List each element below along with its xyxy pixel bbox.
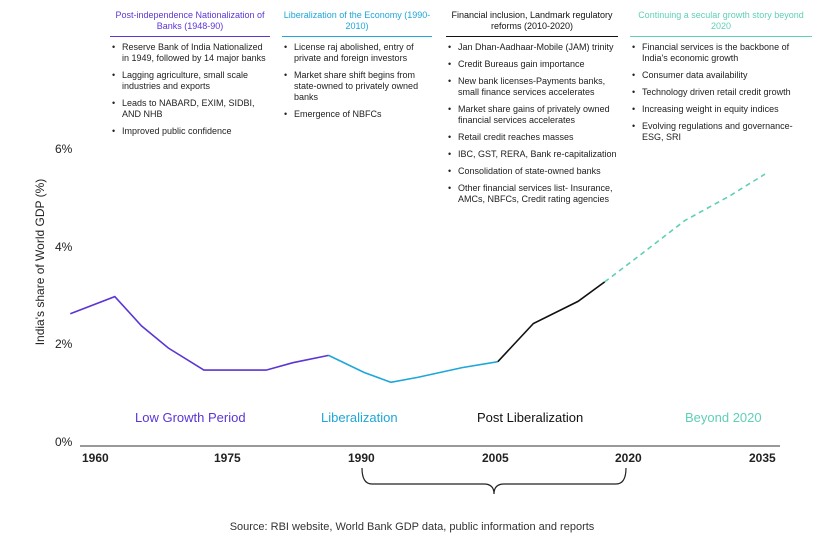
x-tick-label: 2035 xyxy=(749,451,776,465)
list-item: Consumer data availability xyxy=(632,70,812,81)
list-item: Financial services is the backbone of In… xyxy=(632,42,812,64)
list-item: Other financial services list- Insurance… xyxy=(448,183,618,205)
list-item: Market share gains of privately owned fi… xyxy=(448,104,618,126)
x-tick-label: 1975 xyxy=(214,451,241,465)
x-tick-label: 2005 xyxy=(482,451,509,465)
list-item: Credit Bureaus gain importance xyxy=(448,59,618,70)
list-item: Leads to NABARD, EXIM, SIDBI, AND NHB xyxy=(112,98,270,120)
list-item: Technology driven retail credit growth xyxy=(632,87,812,98)
list-item: Improved public confidence xyxy=(112,126,270,137)
list-item: Lagging agriculture, small scale industr… xyxy=(112,70,270,92)
phase-title: Continuing a secular growth story beyond… xyxy=(638,10,804,31)
y-tick-label: 6% xyxy=(55,142,73,156)
period-label-liberalization: Liberalization xyxy=(321,410,398,425)
phase-divider xyxy=(630,36,812,37)
series-group xyxy=(70,173,766,384)
phase-column-1: Post-independence Nationalization of Ban… xyxy=(110,10,270,143)
phase-title: Financial inclusion, Landmark regulatory… xyxy=(451,10,613,31)
series-line-4 xyxy=(604,173,766,283)
period-label-post-liberalization: Post Liberalization xyxy=(477,410,584,425)
list-item: Reserve Bank of India Nationalized in 19… xyxy=(112,42,270,64)
list-item: Retail credit reaches masses xyxy=(448,132,618,143)
range-brace xyxy=(361,467,627,495)
list-item: Evolving regulations and governance- ESG… xyxy=(632,121,812,143)
list-item: New bank licenses-Payments banks, small … xyxy=(448,76,618,98)
phase-bullets: Reserve Bank of India Nationalized in 19… xyxy=(110,42,270,137)
x-tick-label: 1990 xyxy=(348,451,375,465)
list-item: Emergence of NBFCs xyxy=(284,109,432,120)
list-item: IBC, GST, RERA, Bank re-capitalization xyxy=(448,149,618,160)
phase-title: Liberalization of the Economy (1990-2010… xyxy=(283,10,431,31)
series-line-1 xyxy=(70,295,329,371)
list-item: Jan Dhan-Aadhaar-Mobile (JAM) trinity xyxy=(448,42,618,53)
phase-column-4: Continuing a secular growth story beyond… xyxy=(630,10,812,149)
list-item: Increasing weight in equity indices xyxy=(632,104,812,115)
phase-title: Post-independence Nationalization of Ban… xyxy=(115,10,265,31)
x-tick-label: 1960 xyxy=(82,451,109,465)
list-item: License raj abolished, entry of private … xyxy=(284,42,432,64)
period-label-low-growth: Low Growth Period xyxy=(135,410,246,425)
list-item: Consolidation of state-owned banks xyxy=(448,166,618,177)
series-line-2 xyxy=(328,354,498,384)
phase-divider xyxy=(446,36,618,37)
y-tick-label: 2% xyxy=(55,337,73,351)
phase-bullets: License raj abolished, entry of private … xyxy=(282,42,432,120)
list-item: Market share shift begins from state-own… xyxy=(284,70,432,103)
series-line-3 xyxy=(497,281,606,363)
phase-bullets: Jan Dhan-Aadhaar-Mobile (JAM) trinity Cr… xyxy=(446,42,618,205)
y-tick-label: 0% xyxy=(55,435,73,449)
phase-column-3: Financial inclusion, Landmark regulatory… xyxy=(446,10,618,211)
phase-column-2: Liberalization of the Economy (1990-2010… xyxy=(282,10,432,126)
source-note: Source: RBI website, World Bank GDP data… xyxy=(229,521,595,533)
y-tick-label: 4% xyxy=(55,240,73,254)
period-label-beyond-2020: Beyond 2020 xyxy=(685,410,762,425)
phase-divider xyxy=(110,36,270,37)
phase-bullets: Financial services is the backbone of In… xyxy=(630,42,812,143)
x-tick-label: 2020 xyxy=(615,451,642,465)
phase-divider xyxy=(282,36,432,37)
